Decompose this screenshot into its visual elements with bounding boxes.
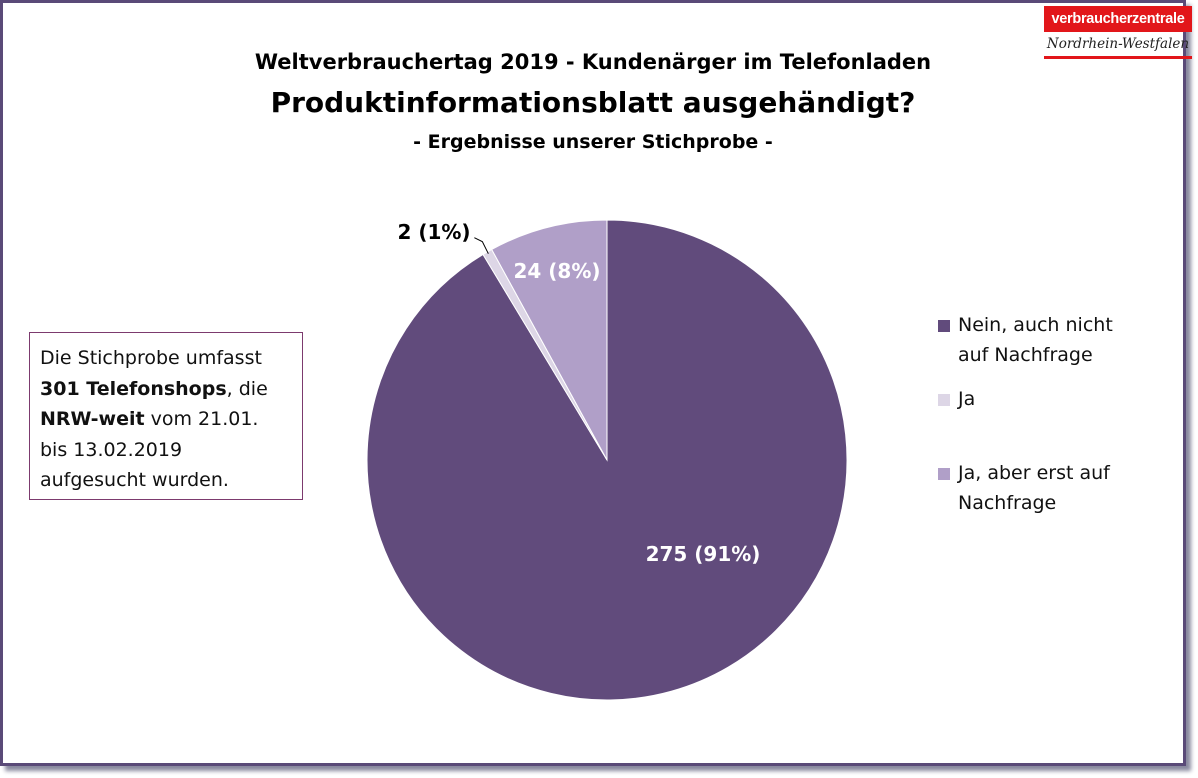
legend-swatch-2 — [938, 468, 950, 480]
info-text-4: bis 13.02.2019 — [40, 438, 183, 461]
info-text-3: vom 21.01. — [144, 408, 259, 430]
info-bold-shops: 301 Telefonshops — [40, 377, 227, 400]
info-text-2: , die — [226, 377, 268, 400]
logo-wordmark: verbraucherzentrale — [1044, 6, 1192, 32]
legend-label-line2: auf Nachfrage — [958, 344, 1093, 366]
info-text-1: Die Stichprobe umfasst — [40, 347, 262, 369]
chart-title: Produktinformationsblatt ausgehändigt? — [270, 86, 916, 119]
legend-swatch-1 — [938, 394, 950, 406]
data-label-0: 275 (91%) — [646, 542, 761, 566]
chart-supertitle: Weltverbrauchertag 2019 - Kundenärger im… — [254, 50, 932, 74]
info-bold-nrw: NRW-weit — [40, 408, 145, 430]
data-label-2: 24 (8%) — [513, 259, 600, 283]
sample-info-box: Die Stichprobe umfasst 301 Telefonshops,… — [29, 332, 303, 500]
chart-subtitle: - Ergebnisse unserer Stichprobe - — [413, 131, 773, 153]
verbraucherzentrale-logo: verbraucherzentrale Nordrhein-Westfalen — [1044, 6, 1192, 62]
info-text-5: aufgesucht wurden. — [40, 469, 229, 491]
legend-label-0: Nein, auch nicht auf Nachfrage — [958, 310, 1178, 370]
legend-label-line1: Ja, aber erst auf — [958, 462, 1110, 484]
data-label-1: 2 (1%) — [397, 220, 470, 244]
logo-subline: Nordrhein-Westfalen — [1044, 32, 1192, 59]
pie-slice-2 — [491, 219, 608, 461]
legend-label-line2: Nachfrage — [958, 492, 1057, 514]
legend-label-line1: Nein, auch nicht — [958, 314, 1113, 336]
legend-label-line1: Ja — [958, 388, 976, 410]
legend-label-2: Ja, aber erst auf Nachfrage — [958, 458, 1178, 518]
legend-swatch-0 — [938, 320, 950, 332]
leader-line-ja — [474, 237, 489, 254]
legend-label-1: Ja — [958, 384, 1178, 414]
pie-slice-0 — [366, 219, 848, 701]
